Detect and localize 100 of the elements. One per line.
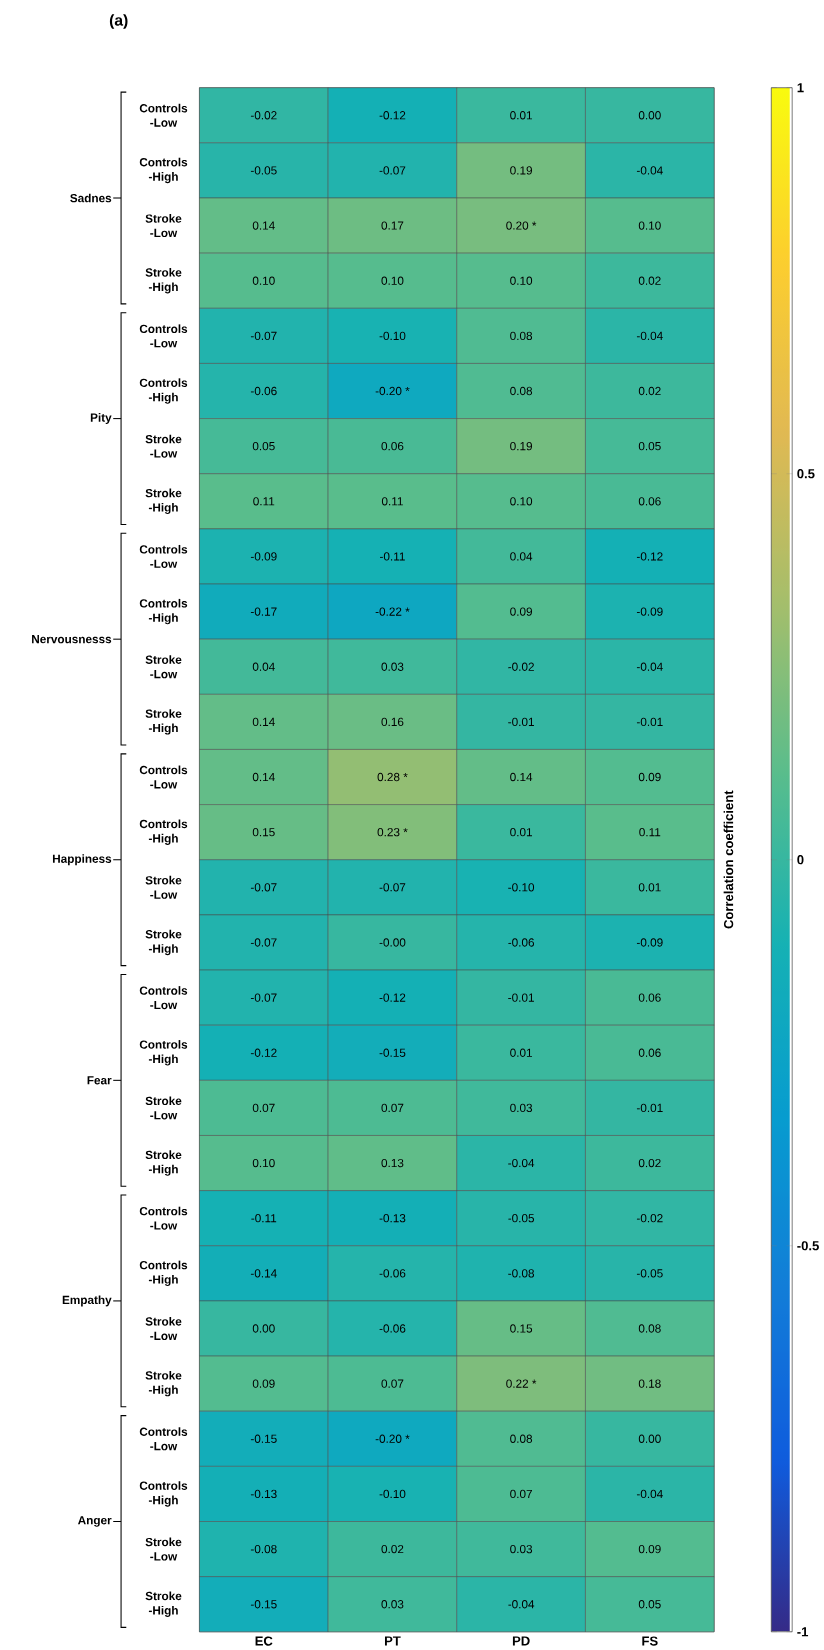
text: Happiness — [53, 854, 112, 866]
y-tick-label: Stroke -High — [145, 488, 182, 514]
data-label: -0.04 — [637, 662, 664, 671]
y-tick-label: Stroke -High — [145, 1150, 182, 1176]
data-label: -0.14 — [251, 1269, 277, 1278]
data-label: -0.05 — [508, 1214, 535, 1223]
data-label: -0.11 — [251, 1214, 277, 1223]
data-label: -0.06 — [508, 938, 535, 947]
data-label: 0.11 — [382, 497, 404, 506]
data-label: 0.10 — [252, 276, 275, 285]
data-label: 0.03 — [381, 1600, 404, 1609]
data-label: 0.03 — [510, 1103, 533, 1113]
chart-title: (a) — [110, 14, 128, 29]
y-tick-label: Stroke -High — [145, 1370, 182, 1397]
data-label: 0.16 — [381, 717, 404, 727]
y-tick-label: Controls -Low — [139, 1427, 188, 1451]
data-label: -0.07 — [251, 938, 277, 947]
data-label: 0.04 — [510, 552, 533, 561]
data-label: -0.15 — [379, 1048, 406, 1057]
y-tick-label: Controls -Low — [139, 986, 188, 1010]
color-bar-label: -1 — [797, 1627, 809, 1637]
data-label: -0.13 — [379, 1214, 406, 1223]
y-tick-label: Stroke -High — [145, 929, 182, 956]
data-label: -0.04 — [637, 331, 664, 341]
data-label: -0.12 — [379, 111, 406, 120]
data-label: 0.01 — [638, 883, 661, 892]
data-label: 0.11 — [253, 497, 275, 506]
y-tick-label: Controls -High — [139, 1040, 188, 1066]
data-label: -0.02 — [508, 662, 535, 671]
data-label: -0.13 — [251, 1489, 277, 1499]
data-label: -0.07 — [251, 883, 277, 892]
data-label: 0.10 — [510, 497, 533, 506]
data-label: -0.01 — [508, 993, 535, 1002]
data-label: 0.09 — [252, 1379, 275, 1388]
color-bar-label: 0.5 — [797, 469, 815, 479]
x-tick-label: PT — [385, 1636, 401, 1646]
data-label: -0.09 — [637, 607, 663, 616]
data-label: 0.13 — [381, 1158, 404, 1168]
data-label: -0.04 — [508, 1600, 535, 1609]
data-label: 0.02 — [638, 276, 661, 285]
data-label: -0.08 — [508, 1269, 535, 1278]
data-label: 0.18 — [638, 1379, 661, 1388]
data-label: -0.22 * — [375, 607, 410, 616]
data-label: 0.15 — [510, 1324, 533, 1333]
data-label: -0.10 — [508, 883, 535, 892]
data-label: 0.02 — [638, 1158, 661, 1168]
data-label: 0.00 — [252, 1324, 275, 1333]
data-label: -0.07 — [251, 993, 277, 1002]
data-label: 0.19 — [510, 441, 533, 451]
data-label: -0.15 — [251, 1600, 277, 1609]
data-label: -0.20 * — [375, 1434, 410, 1443]
data-label: 0.19 — [510, 166, 533, 175]
y-tick-label: Controls -Low — [139, 765, 188, 789]
data-label: -0.02 — [637, 1214, 663, 1223]
data-label: 0.05 — [252, 441, 275, 451]
text: Anger — [78, 1516, 112, 1527]
x-tick-label: FS — [642, 1636, 658, 1646]
y-tick-label: Stroke -High — [145, 1591, 182, 1617]
y-tick-label: Controls -High — [139, 1481, 188, 1507]
data-label: 0.06 — [638, 497, 661, 506]
y-tick-label: Controls -Low — [139, 1206, 188, 1230]
data-label: 0.11 — [639, 828, 661, 837]
data-label: 0.04 — [252, 662, 276, 671]
x-tick-label: EC — [255, 1636, 273, 1646]
color-bar-label: -0.5 — [797, 1241, 820, 1251]
data-label: 0.09 — [638, 772, 661, 782]
data-label: 0.10 — [252, 1158, 275, 1168]
data-label: -0.00 — [379, 938, 406, 947]
data-label: 0.14 — [252, 772, 276, 782]
data-label: 0.20 * — [506, 221, 537, 230]
data-label: -0.08 — [251, 1544, 277, 1554]
data-label: 0.01 — [510, 828, 533, 837]
data-label: -0.04 — [637, 1489, 664, 1499]
data-label: 0.28 * — [377, 772, 408, 782]
y-tick-label: Controls -High — [139, 1260, 188, 1287]
data-label: 0.07 — [510, 1489, 533, 1499]
y-tick-label: Stroke -Low — [145, 434, 182, 458]
data-label: -0.02 — [251, 111, 277, 120]
data-label: 0.15 — [252, 828, 275, 837]
y-tick-label: Stroke -Low — [145, 875, 182, 899]
text: Empathy — [62, 1295, 112, 1307]
data-label: 0.02 — [638, 386, 661, 396]
y-tick-label: Controls -High — [139, 598, 188, 625]
data-label: 0.05 — [638, 441, 661, 451]
data-label: 0.08 — [510, 1434, 533, 1443]
text: Sadnes — [70, 193, 112, 203]
data-label: 0.06 — [381, 441, 404, 451]
data-label: 0.10 — [510, 276, 533, 285]
data-label: 0.06 — [638, 1048, 661, 1057]
data-label: 0.01 — [510, 111, 533, 120]
data-label: -0.05 — [637, 1269, 663, 1278]
data-label: -0.12 — [637, 552, 663, 561]
data-label: 0.22 * — [506, 1379, 537, 1388]
data-label: -0.15 — [251, 1434, 277, 1443]
data-label: -0.07 — [379, 883, 406, 892]
color-bar-title: Correlation coefficient — [723, 790, 734, 929]
text: Nervousnesss — [32, 635, 112, 644]
x-tick-label: PD — [513, 1636, 530, 1646]
y-tick-label: Stroke -Low — [145, 214, 182, 238]
data-label: 0.07 — [381, 1379, 404, 1388]
